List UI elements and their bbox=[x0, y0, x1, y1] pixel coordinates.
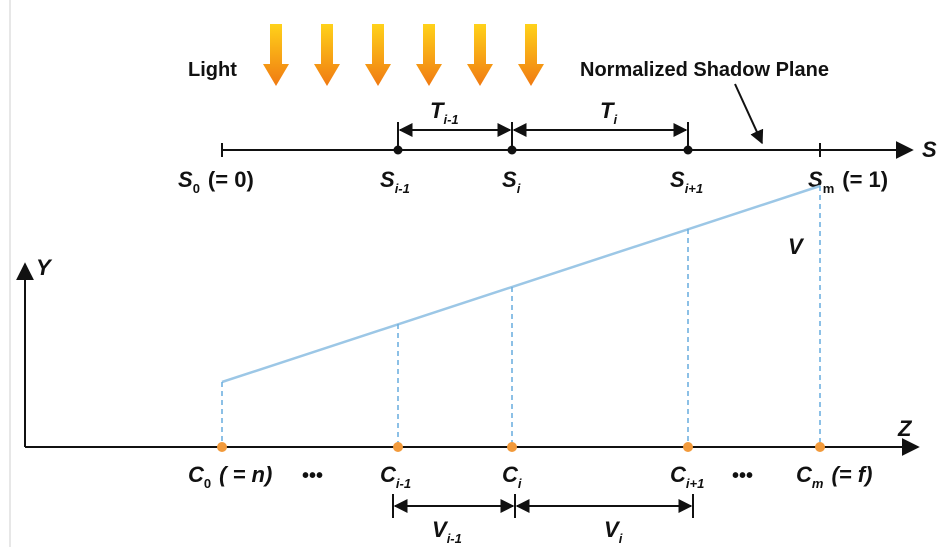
s-point bbox=[393, 145, 403, 155]
s-point bbox=[507, 145, 517, 155]
s-label-i: Si bbox=[502, 167, 521, 196]
s-axis-label: S bbox=[922, 137, 937, 162]
ellipsis-right: ••• bbox=[732, 465, 753, 487]
c-points bbox=[217, 442, 825, 452]
s-label-0: S0 (= 0) bbox=[178, 167, 254, 196]
v-label: V bbox=[788, 234, 805, 259]
s-label-i-plus-1: Si+1 bbox=[670, 167, 703, 196]
c-label-i-minus-1: Ci-1 bbox=[380, 462, 411, 491]
c-point bbox=[393, 442, 403, 452]
v-label-i-minus-1: Vi-1 bbox=[432, 517, 462, 546]
dashed-projections bbox=[221, 186, 821, 447]
z-axis-label: Z bbox=[897, 416, 913, 441]
c-label-i: Ci bbox=[502, 462, 522, 491]
light-arrow-icon bbox=[314, 24, 340, 86]
light-arrows bbox=[263, 24, 544, 86]
c-point bbox=[217, 442, 227, 452]
light-arrow-icon bbox=[518, 24, 544, 86]
t-label-i-minus-1: Ti-1 bbox=[430, 98, 459, 127]
c-point bbox=[507, 442, 517, 452]
c-label-m: Cm (= f) bbox=[796, 462, 872, 491]
shadow-plane-label: Normalized Shadow Plane bbox=[580, 59, 829, 81]
c-label-0: C0( = n) bbox=[188, 462, 272, 491]
s-label-m: Sm (= 1) bbox=[808, 167, 888, 196]
c-point bbox=[683, 442, 693, 452]
v-label-i: Vi bbox=[604, 517, 623, 546]
c-point bbox=[815, 442, 825, 452]
t-label-i: Ti bbox=[600, 98, 617, 127]
light-arrow-icon bbox=[467, 24, 493, 86]
y-axis-label: Y bbox=[36, 255, 53, 280]
ellipsis-left: ••• bbox=[302, 465, 323, 487]
light-label: Light bbox=[188, 59, 237, 81]
light-arrow-icon bbox=[416, 24, 442, 86]
s-point bbox=[683, 145, 693, 155]
c-label-i-plus-1: Ci+1 bbox=[670, 462, 704, 491]
s-label-i-minus-1: Si-1 bbox=[380, 167, 410, 196]
light-arrow-icon bbox=[365, 24, 391, 86]
shadow-plane-pointer bbox=[734, 83, 764, 145]
slope-line bbox=[221, 184, 821, 384]
light-arrow-icon bbox=[263, 24, 289, 86]
